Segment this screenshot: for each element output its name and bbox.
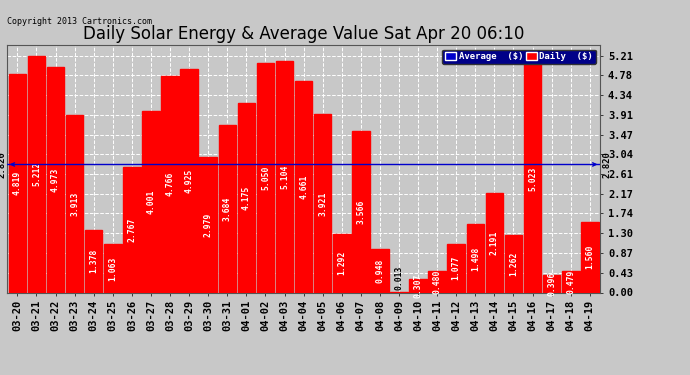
Bar xyxy=(371,249,388,292)
Text: 2.820: 2.820 xyxy=(602,151,611,178)
Bar xyxy=(352,130,370,292)
Text: 4.819: 4.819 xyxy=(13,171,22,195)
Text: 1.498: 1.498 xyxy=(471,246,480,271)
Bar xyxy=(28,56,46,292)
Text: 2.767: 2.767 xyxy=(128,217,137,242)
Text: 4.001: 4.001 xyxy=(146,189,155,214)
Bar xyxy=(219,125,236,292)
Bar xyxy=(104,244,121,292)
Bar xyxy=(85,230,103,292)
Bar xyxy=(314,114,331,292)
Text: 5.050: 5.050 xyxy=(261,166,270,190)
Bar xyxy=(257,63,274,292)
Bar xyxy=(142,111,159,292)
Text: 4.973: 4.973 xyxy=(51,167,60,192)
Legend: Average  ($), Daily  ($): Average ($), Daily ($) xyxy=(442,50,595,64)
Text: 4.925: 4.925 xyxy=(185,168,194,193)
Bar xyxy=(199,157,217,292)
Bar xyxy=(180,69,198,292)
Text: 4.175: 4.175 xyxy=(242,186,251,210)
Bar xyxy=(161,76,179,292)
Text: 3.566: 3.566 xyxy=(356,200,365,224)
Text: Copyright 2013 Cartronics.com: Copyright 2013 Cartronics.com xyxy=(7,17,152,26)
Bar xyxy=(295,81,313,292)
Text: 3.913: 3.913 xyxy=(70,192,79,216)
Bar xyxy=(47,67,64,292)
Text: 1.378: 1.378 xyxy=(89,249,98,273)
Bar xyxy=(409,279,427,292)
Text: 1.077: 1.077 xyxy=(452,256,461,280)
Bar xyxy=(333,234,351,292)
Title: Daily Solar Energy & Average Value Sat Apr 20 06:10: Daily Solar Energy & Average Value Sat A… xyxy=(83,26,524,44)
Bar xyxy=(504,235,522,292)
Bar xyxy=(562,271,580,292)
Bar xyxy=(428,271,446,292)
Text: 0.013: 0.013 xyxy=(395,266,404,290)
Bar xyxy=(8,74,26,292)
Bar xyxy=(123,167,141,292)
Text: 0.307: 0.307 xyxy=(413,273,422,298)
Bar xyxy=(66,115,83,292)
Text: 5.212: 5.212 xyxy=(32,162,41,186)
Text: 1.292: 1.292 xyxy=(337,251,346,275)
Text: 4.661: 4.661 xyxy=(299,174,308,199)
Text: 0.480: 0.480 xyxy=(433,269,442,294)
Text: 2.979: 2.979 xyxy=(204,213,213,237)
Text: 5.104: 5.104 xyxy=(280,164,289,189)
Text: 1.560: 1.560 xyxy=(585,245,594,269)
Text: 3.921: 3.921 xyxy=(318,191,327,216)
Text: 5.023: 5.023 xyxy=(528,166,537,190)
Bar xyxy=(581,222,599,292)
Text: 2.191: 2.191 xyxy=(490,231,499,255)
Text: 1.262: 1.262 xyxy=(509,252,518,276)
Bar xyxy=(466,225,484,292)
Bar xyxy=(237,103,255,292)
Bar xyxy=(543,274,560,292)
Text: 2.820: 2.820 xyxy=(0,151,7,178)
Text: 4.766: 4.766 xyxy=(166,172,175,196)
Text: 3.684: 3.684 xyxy=(223,196,232,221)
Bar xyxy=(448,244,465,292)
Text: 0.948: 0.948 xyxy=(375,259,384,283)
Text: 0.479: 0.479 xyxy=(566,269,575,294)
Bar xyxy=(524,64,542,292)
Text: 0.396: 0.396 xyxy=(547,272,556,296)
Bar xyxy=(486,193,503,292)
Bar xyxy=(276,61,293,292)
Text: 1.063: 1.063 xyxy=(108,256,117,280)
